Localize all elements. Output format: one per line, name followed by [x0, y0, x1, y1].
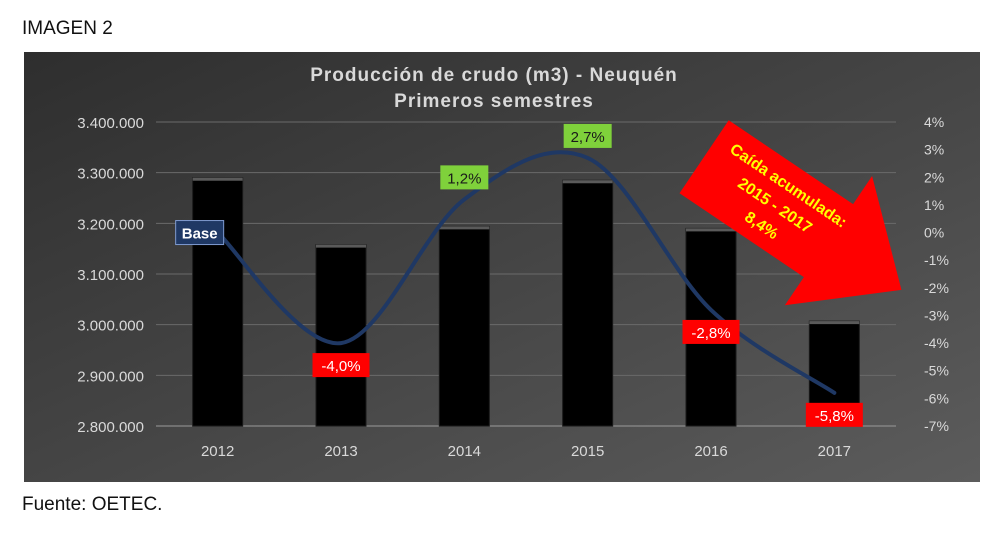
right-tick-label: 3%	[924, 142, 944, 158]
point-label-text: -4,0%	[321, 358, 360, 375]
chart-title: Producción de crudo (m3) - Neuquén	[310, 65, 678, 86]
right-tick-label: -4%	[924, 335, 949, 351]
right-tick-label: -6%	[924, 390, 949, 406]
point-label-text: 1,2%	[447, 170, 481, 187]
bar-top-highlight	[316, 244, 366, 248]
left-tick-label: 2.800.000	[77, 419, 144, 436]
production-chart: 2.800.000 2.900.000 3.000.000 3.100.000 3.20…	[24, 52, 980, 482]
x-tick-label: 2015	[571, 443, 604, 460]
right-tick-label: 0%	[924, 225, 944, 241]
point-label: 2,7%	[563, 123, 612, 148]
source-note: Fuente: OETEC.	[22, 494, 163, 515]
point-label-text: -5,8%	[815, 408, 854, 425]
line-series	[215, 150, 837, 395]
chart-subtitle: Primeros semestres	[394, 91, 594, 112]
x-axis: 2012 2013 2014 2015 2016 2017	[201, 443, 851, 460]
chart-frame: 2.800.000 2.900.000 3.000.000 3.100.000 3.20…	[24, 52, 980, 482]
right-tick-label: -3%	[924, 307, 949, 323]
bar-top-highlight	[809, 321, 860, 325]
bar-top-highlight	[686, 228, 736, 232]
point-label: -2,8%	[682, 319, 740, 344]
point-label: Base	[175, 220, 225, 246]
left-tick-label: 3.100.000	[77, 267, 144, 284]
right-tick-label: -5%	[924, 363, 949, 379]
point-labels: Base -4,0% 1,2% 2,7% -2,8% -5,8%	[175, 123, 863, 427]
point-label: 1,2%	[440, 165, 489, 190]
left-tick-label: 3.200.000	[77, 216, 144, 233]
figure-caption: IMAGEN 2	[22, 18, 113, 39]
bar	[562, 179, 614, 427]
x-tick-label: 2016	[694, 443, 727, 460]
right-axis: -7% -6% -5% -4% -3% -2% -1% 0% 1% 2% 3% 4%	[924, 114, 949, 434]
point-label-text: -2,8%	[691, 325, 730, 342]
gridlines	[156, 121, 896, 427]
bar	[192, 177, 244, 427]
point-label: -5,8%	[805, 402, 863, 427]
right-tick-label: -2%	[924, 280, 949, 296]
right-tick-label: 2%	[924, 169, 944, 185]
bar-top-highlight	[439, 226, 490, 230]
bar-top-highlight	[192, 177, 243, 181]
arrow-shape	[679, 120, 902, 306]
left-axis: 2.800.000 2.900.000 3.000.000 3.100.000 3.20…	[77, 115, 144, 436]
right-tick-label: 4%	[924, 114, 944, 130]
point-label: -4,0%	[312, 353, 370, 378]
bar	[438, 225, 490, 427]
left-tick-label: 3.300.000	[77, 166, 144, 183]
left-tick-label: 2.900.000	[77, 368, 144, 385]
right-tick-label: -7%	[924, 418, 949, 434]
x-tick-label: 2014	[448, 443, 481, 460]
x-tick-label: 2012	[201, 443, 234, 460]
point-label-text: Base	[182, 226, 218, 243]
left-tick-label: 3.000.000	[77, 318, 144, 335]
growth-line	[215, 150, 837, 395]
left-tick-label: 3.400.000	[77, 115, 144, 132]
right-tick-label: 1%	[924, 197, 944, 213]
bar-top-highlight	[562, 180, 613, 184]
x-tick-label: 2017	[818, 443, 851, 460]
point-label-text: 2,7%	[571, 129, 605, 146]
right-tick-label: -1%	[924, 252, 949, 268]
bar-series	[192, 177, 860, 427]
x-tick-label: 2013	[324, 443, 357, 460]
